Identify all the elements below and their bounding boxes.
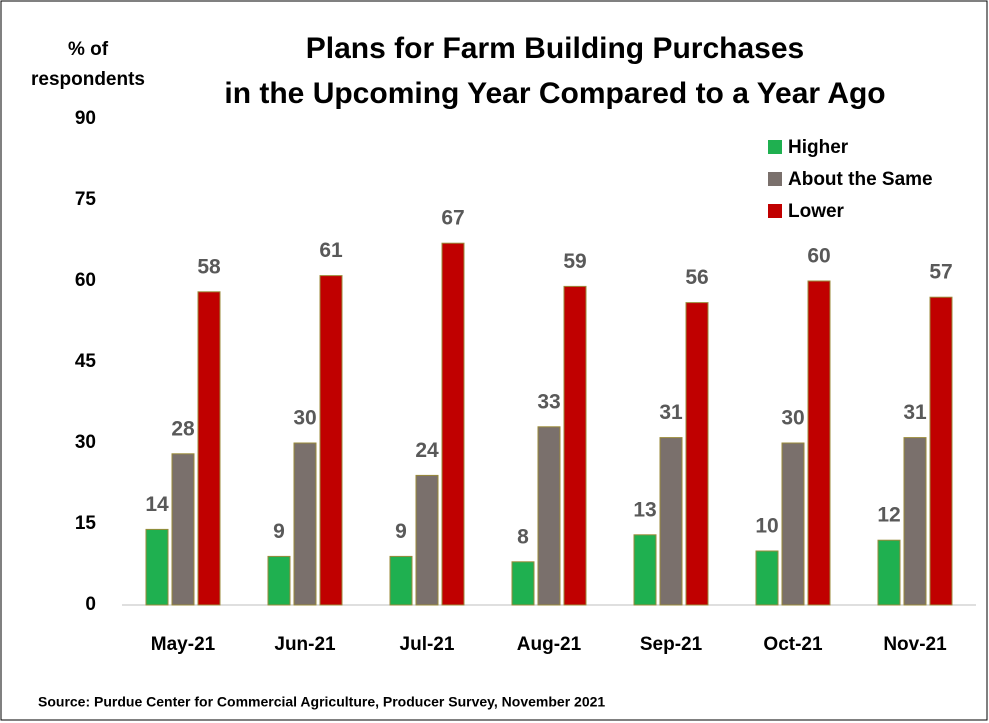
value-label: 24 bbox=[415, 439, 439, 462]
legend-label: About the Same bbox=[788, 169, 933, 190]
chart-title: in the Upcoming Year Compared to a Year … bbox=[224, 77, 885, 110]
value-label: 61 bbox=[319, 239, 343, 262]
y-axis-label: respondents bbox=[31, 69, 145, 90]
y-tick-label: 60 bbox=[75, 270, 96, 291]
bar bbox=[563, 285, 587, 606]
bar bbox=[293, 442, 317, 606]
value-label: 60 bbox=[807, 245, 830, 268]
x-tick-label: Nov-21 bbox=[883, 634, 947, 655]
value-label: 57 bbox=[929, 261, 952, 284]
bar bbox=[685, 302, 709, 606]
bar bbox=[755, 550, 779, 606]
y-axis-label: % of bbox=[68, 39, 109, 60]
value-label: 30 bbox=[293, 407, 316, 430]
legend-swatch bbox=[768, 172, 782, 186]
value-label: 59 bbox=[563, 250, 586, 273]
legend-label: Lower bbox=[788, 201, 845, 222]
value-label: 9 bbox=[273, 520, 285, 543]
bar bbox=[659, 437, 683, 606]
y-tick-label: 15 bbox=[75, 513, 97, 534]
value-label: 10 bbox=[755, 515, 778, 538]
y-tick-label: 90 bbox=[75, 108, 96, 129]
bar bbox=[807, 280, 831, 606]
bar bbox=[171, 453, 195, 606]
bar bbox=[145, 528, 169, 606]
bar bbox=[319, 275, 343, 606]
bar bbox=[441, 242, 465, 606]
bar bbox=[537, 426, 561, 606]
x-tick-label: Oct-21 bbox=[763, 634, 823, 655]
bar bbox=[267, 555, 291, 606]
value-label: 56 bbox=[685, 266, 708, 289]
value-label: 8 bbox=[517, 525, 529, 548]
bar bbox=[903, 437, 927, 606]
y-tick-label: 45 bbox=[75, 351, 97, 372]
value-label: 67 bbox=[441, 207, 464, 230]
value-label: 30 bbox=[781, 407, 804, 430]
bar bbox=[197, 291, 221, 606]
value-label: 58 bbox=[197, 255, 221, 278]
legend-swatch bbox=[768, 204, 782, 218]
y-tick-label: 75 bbox=[75, 189, 97, 210]
bar bbox=[633, 534, 657, 606]
bar bbox=[781, 442, 805, 606]
chart-title: Plans for Farm Building Purchases bbox=[306, 32, 804, 65]
source-note: Source: Purdue Center for Commercial Agr… bbox=[38, 694, 605, 710]
x-tick-label: May-21 bbox=[151, 634, 216, 655]
value-label: 28 bbox=[171, 417, 195, 440]
value-label: 33 bbox=[537, 390, 560, 413]
value-label: 13 bbox=[633, 498, 656, 521]
bar bbox=[511, 561, 535, 606]
value-label: 14 bbox=[145, 493, 169, 516]
legend-swatch bbox=[768, 140, 782, 154]
x-tick-label: Sep-21 bbox=[640, 634, 703, 655]
value-label: 9 bbox=[395, 520, 407, 543]
bar bbox=[877, 539, 901, 606]
value-label: 12 bbox=[877, 504, 900, 527]
y-tick-label: 0 bbox=[85, 594, 96, 615]
x-tick-label: Jun-21 bbox=[274, 634, 336, 655]
value-label: 31 bbox=[659, 401, 683, 424]
value-label: 31 bbox=[903, 401, 927, 424]
bar bbox=[389, 555, 413, 606]
y-tick-label: 30 bbox=[75, 432, 96, 453]
bar bbox=[929, 296, 953, 606]
x-tick-label: Aug-21 bbox=[517, 634, 582, 655]
bar bbox=[415, 474, 439, 606]
legend-label: Higher bbox=[788, 137, 849, 158]
x-tick-label: Jul-21 bbox=[400, 634, 455, 655]
